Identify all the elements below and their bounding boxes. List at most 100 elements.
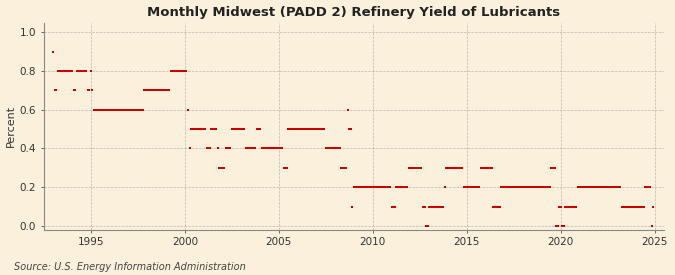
Point: [321, 146, 331, 151]
Point: [429, 204, 439, 209]
Point: [284, 127, 295, 131]
Point: [213, 146, 223, 151]
Point: [63, 69, 74, 73]
Point: [614, 185, 624, 189]
Point: [589, 185, 599, 189]
Point: [73, 69, 84, 73]
Point: [192, 127, 202, 131]
Point: [584, 185, 595, 189]
Point: [67, 69, 78, 73]
Point: [263, 146, 273, 151]
Point: [521, 185, 532, 189]
Point: [427, 204, 438, 209]
Point: [264, 146, 275, 151]
Point: [399, 185, 410, 189]
Point: [162, 88, 173, 92]
Point: [54, 69, 65, 73]
Point: [593, 185, 604, 189]
Point: [344, 127, 355, 131]
Point: [438, 204, 449, 209]
Point: [181, 69, 192, 73]
Point: [336, 166, 347, 170]
Point: [176, 69, 187, 73]
Point: [319, 127, 329, 131]
Point: [220, 146, 231, 151]
Point: [571, 204, 582, 209]
Point: [208, 127, 219, 131]
Point: [541, 185, 552, 189]
Point: [565, 204, 576, 209]
Point: [601, 185, 612, 189]
Point: [341, 166, 352, 170]
Point: [270, 146, 281, 151]
Point: [209, 127, 220, 131]
Point: [231, 127, 242, 131]
Point: [136, 108, 146, 112]
Point: [128, 108, 138, 112]
Point: [159, 88, 170, 92]
Point: [483, 166, 494, 170]
Point: [228, 127, 239, 131]
Point: [142, 88, 153, 92]
Point: [194, 127, 205, 131]
Point: [288, 127, 298, 131]
Point: [239, 127, 250, 131]
Point: [496, 185, 507, 189]
Point: [620, 204, 630, 209]
Point: [386, 204, 397, 209]
Point: [333, 146, 344, 151]
Point: [252, 127, 263, 131]
Point: [374, 185, 385, 189]
Point: [101, 108, 112, 112]
Point: [418, 204, 429, 209]
Point: [507, 185, 518, 189]
Point: [306, 127, 317, 131]
Point: [508, 185, 519, 189]
Point: [624, 204, 635, 209]
Point: [151, 88, 162, 92]
Point: [120, 108, 131, 112]
Point: [596, 185, 607, 189]
Title: Monthly Midwest (PADD 2) Refinery Yield of Lubricants: Monthly Midwest (PADD 2) Refinery Yield …: [147, 6, 560, 18]
Point: [572, 185, 583, 189]
Point: [488, 204, 499, 209]
Point: [316, 127, 327, 131]
Point: [628, 204, 639, 209]
Point: [286, 127, 297, 131]
Point: [535, 185, 546, 189]
Point: [475, 166, 486, 170]
Point: [134, 108, 145, 112]
Point: [150, 88, 161, 92]
Point: [269, 146, 279, 151]
Point: [621, 204, 632, 209]
Point: [404, 166, 414, 170]
Point: [95, 108, 106, 112]
Point: [392, 185, 403, 189]
Point: [512, 185, 522, 189]
Point: [317, 127, 328, 131]
Point: [646, 224, 657, 228]
Point: [524, 185, 535, 189]
Point: [615, 185, 626, 189]
Point: [529, 185, 539, 189]
Point: [416, 166, 427, 170]
Point: [430, 204, 441, 209]
Point: [468, 185, 479, 189]
Point: [632, 204, 643, 209]
Point: [557, 224, 568, 228]
Point: [84, 88, 95, 92]
Point: [419, 204, 430, 209]
Point: [506, 185, 516, 189]
Point: [446, 166, 456, 170]
Point: [645, 185, 655, 189]
Point: [140, 88, 151, 92]
Point: [250, 146, 261, 151]
Point: [595, 185, 605, 189]
Point: [353, 185, 364, 189]
Point: [180, 69, 190, 73]
Point: [425, 204, 436, 209]
Point: [82, 88, 93, 92]
Point: [394, 185, 405, 189]
Point: [165, 69, 176, 73]
Point: [585, 185, 596, 189]
